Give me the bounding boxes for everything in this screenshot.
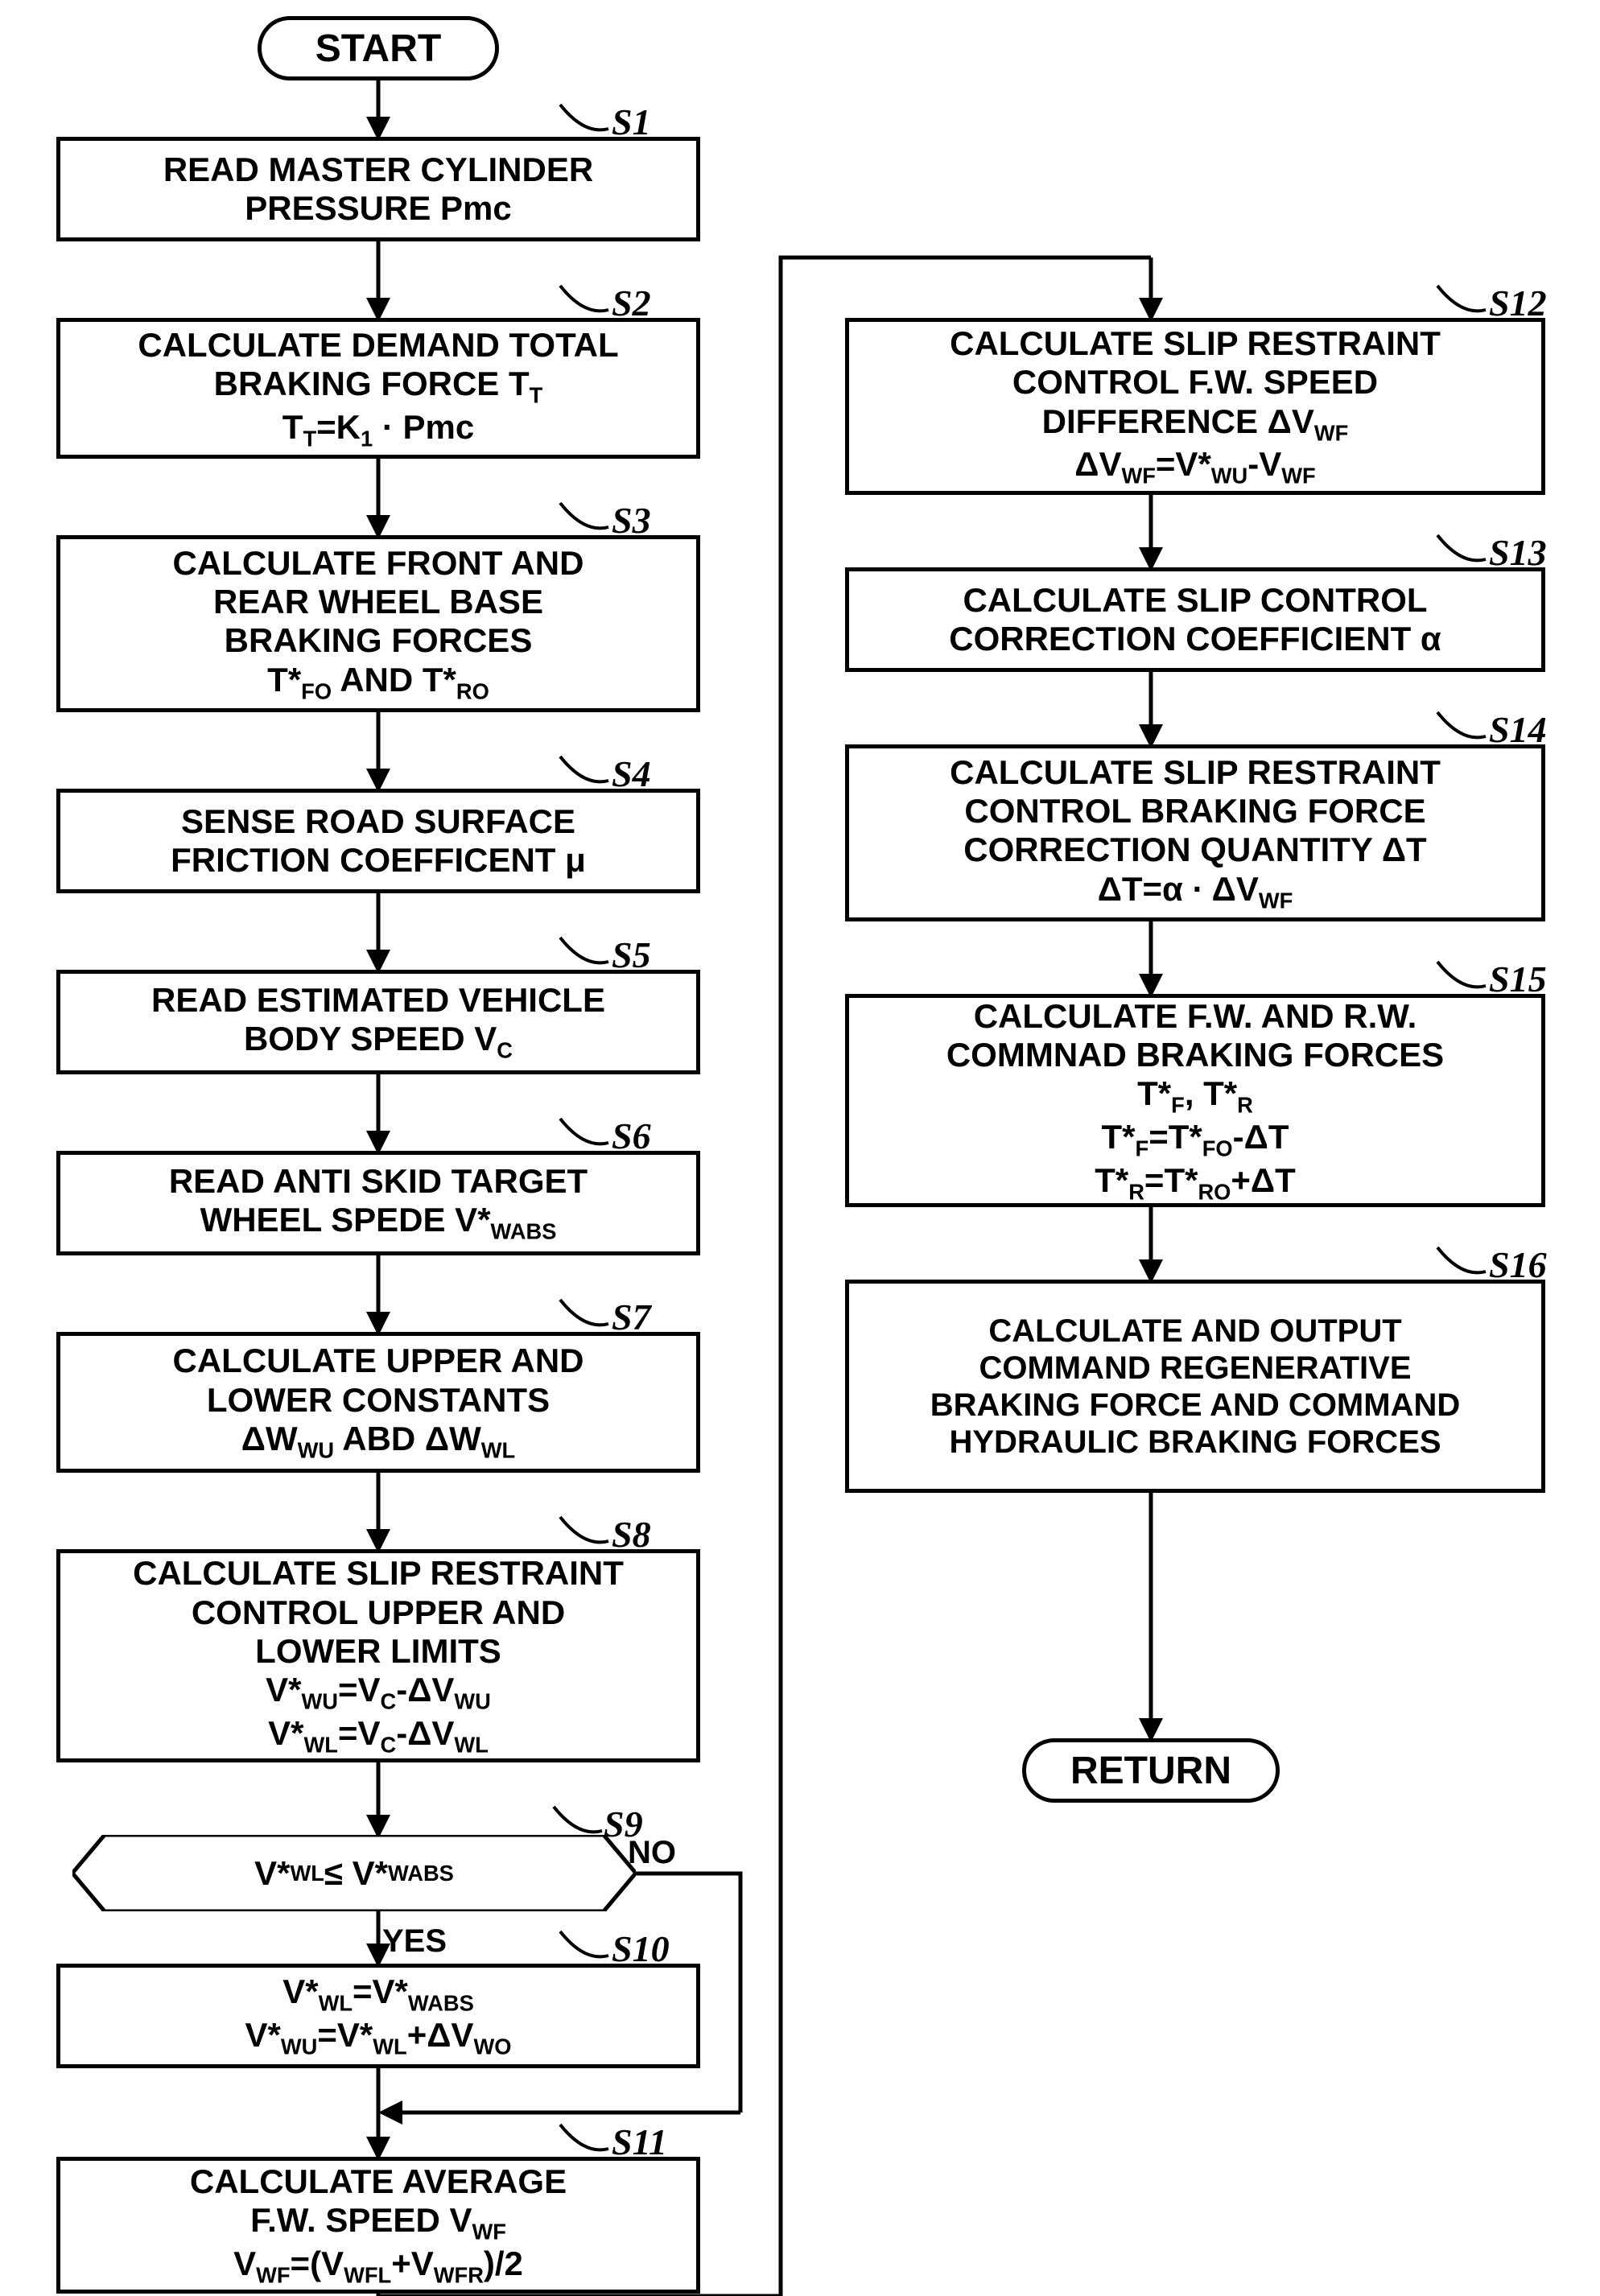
process-text: CALCULATE FRONT AND <box>173 544 584 583</box>
process-text: REAR WHEEL BASE <box>213 583 543 621</box>
process-text: BRAKING FORCES <box>225 621 533 660</box>
process-s12: CALCULATE SLIP RESTRAINTCONTROL F.W. SPE… <box>845 318 1545 495</box>
process-text: CALCULATE AVERAGE <box>190 2162 567 2201</box>
step-label-s3: S3 <box>612 499 651 542</box>
process-text: V*WL=V*WABS <box>282 1972 474 2016</box>
step-label-s13: S13 <box>1489 531 1547 574</box>
terminal-return: RETURN <box>1022 1738 1280 1803</box>
process-text: BODY SPEED VC <box>244 1020 513 1063</box>
process-s4: SENSE ROAD SURFACEFRICTION COEFFICENT μ <box>56 789 700 893</box>
step-label-s15: S15 <box>1489 958 1547 1000</box>
process-text: T*FO AND T*RO <box>267 661 489 704</box>
process-text: V*WL=VC-ΔVWL <box>268 1714 489 1758</box>
step-label-s1: S1 <box>612 101 651 143</box>
process-text: TT=K1 · Pmc <box>282 408 474 451</box>
terminal-return-text: RETURN <box>1070 1749 1231 1793</box>
step-label-s12: S12 <box>1489 282 1547 324</box>
process-text: VWF=(VWFL+VWFR)/2 <box>233 2244 523 2288</box>
process-s14: CALCULATE SLIP RESTRAINTCONTROL BRAKING … <box>845 744 1545 921</box>
process-text: LOWER CONSTANTS <box>207 1381 550 1420</box>
step-label-s6: S6 <box>612 1115 651 1157</box>
process-text: HYDRAULIC BRAKING FORCES <box>949 1424 1441 1461</box>
step-label-s8: S8 <box>612 1513 651 1556</box>
process-text: ΔT=α · ΔVWF <box>1098 870 1293 913</box>
step-label-s7: S7 <box>612 1296 651 1338</box>
process-text: BRAKING FORCE AND COMMAND <box>930 1387 1460 1424</box>
process-s6: READ ANTI SKID TARGETWHEEL SPEDE V*WABS <box>56 1151 700 1255</box>
process-text: DIFFERENCE ΔVWF <box>1042 402 1349 446</box>
process-text: CONTROL F.W. SPEED <box>1012 363 1378 402</box>
process-text: ΔVWF=V*WU-VWF <box>1074 445 1315 488</box>
process-text: CALCULATE SLIP CONTROL <box>963 581 1427 620</box>
process-s7: CALCULATE UPPER ANDLOWER CONSTANTSΔWWU A… <box>56 1332 700 1473</box>
step-label-s11: S11 <box>612 2121 667 2163</box>
process-text: READ ANTI SKID TARGET <box>169 1162 588 1201</box>
process-s10: V*WL=V*WABSV*WU=V*WL+ΔVWO <box>56 1964 700 2068</box>
process-text: V*WU=VC-ΔVWU <box>266 1671 491 1714</box>
process-s3: CALCULATE FRONT ANDREAR WHEEL BASEBRAKIN… <box>56 535 700 712</box>
process-text: T*F=T*FO-ΔT <box>1102 1118 1289 1161</box>
process-s13: CALCULATE SLIP CONTROLCORRECTION COEFFIC… <box>845 567 1545 672</box>
process-text: CORRECTION QUANTITY ΔT <box>963 831 1426 869</box>
decision-yes-label: YES <box>382 1923 447 1960</box>
process-text: CONTROL BRAKING FORCE <box>964 792 1425 831</box>
process-text: PRESSURE Pmc <box>245 189 511 228</box>
process-text: COMMAND REGENERATIVE <box>979 1350 1411 1387</box>
process-text: ΔWWU ABD ΔWWL <box>241 1420 515 1463</box>
process-text: READ MASTER CYLINDER <box>163 150 593 189</box>
decision-no-label: NO <box>628 1835 676 1871</box>
step-label-s14: S14 <box>1489 708 1547 751</box>
process-text: BRAKING FORCE TT <box>214 365 543 408</box>
process-text: V*WU=V*WL+ΔVWO <box>245 2016 512 2059</box>
step-label-s4: S4 <box>612 752 651 795</box>
process-s5: READ ESTIMATED VEHICLEBODY SPEED VC <box>56 970 700 1074</box>
process-text: CALCULATE F.W. AND R.W. <box>974 997 1417 1036</box>
step-label-s16: S16 <box>1489 1243 1547 1286</box>
process-text: FRICTION COEFFICENT μ <box>171 841 586 880</box>
process-s8: CALCULATE SLIP RESTRAINTCONTROL UPPER AN… <box>56 1549 700 1762</box>
process-text: WHEEL SPEDE V*WABS <box>200 1201 557 1244</box>
process-text: CORRECTION COEFFICIENT α <box>949 620 1441 658</box>
process-text: SENSE ROAD SURFACE <box>181 802 575 841</box>
step-label-s2: S2 <box>612 282 651 324</box>
process-text: T*F, T*R <box>1137 1074 1253 1118</box>
step-label-s10: S10 <box>612 1927 670 1970</box>
process-text: COMMNAD BRAKING FORCES <box>946 1036 1444 1074</box>
process-text: CALCULATE SLIP RESTRAINT <box>950 753 1441 792</box>
process-text: LOWER LIMITS <box>255 1632 501 1671</box>
process-text: CALCULATE DEMAND TOTAL <box>138 326 618 365</box>
process-text: T*R=T*RO+ΔT <box>1095 1161 1296 1205</box>
terminal-start: START <box>258 16 499 80</box>
process-s2: CALCULATE DEMAND TOTALBRAKING FORCE TTTT… <box>56 318 700 459</box>
process-text: CALCULATE UPPER AND <box>173 1342 584 1380</box>
process-text: F.W. SPEED VWF <box>250 2201 506 2244</box>
decision-text: V*WL ≤ V*WABS <box>105 1835 604 1911</box>
process-text: CALCULATE SLIP RESTRAINT <box>133 1554 624 1593</box>
process-s15: CALCULATE F.W. AND R.W.COMMNAD BRAKING F… <box>845 994 1545 1207</box>
process-text: CONTROL UPPER AND <box>192 1593 565 1632</box>
terminal-start-text: START <box>315 27 441 71</box>
process-s16: CALCULATE AND OUTPUTCOMMAND REGENERATIVE… <box>845 1280 1545 1493</box>
process-s11: CALCULATE AVERAGEF.W. SPEED VWFVWF=(VWFL… <box>56 2157 700 2294</box>
process-s1: READ MASTER CYLINDERPRESSURE Pmc <box>56 137 700 241</box>
process-text: CALCULATE AND OUTPUT <box>988 1313 1401 1350</box>
process-text: CALCULATE SLIP RESTRAINT <box>950 324 1441 363</box>
process-text: READ ESTIMATED VEHICLE <box>151 981 605 1020</box>
step-label-s5: S5 <box>612 934 651 976</box>
